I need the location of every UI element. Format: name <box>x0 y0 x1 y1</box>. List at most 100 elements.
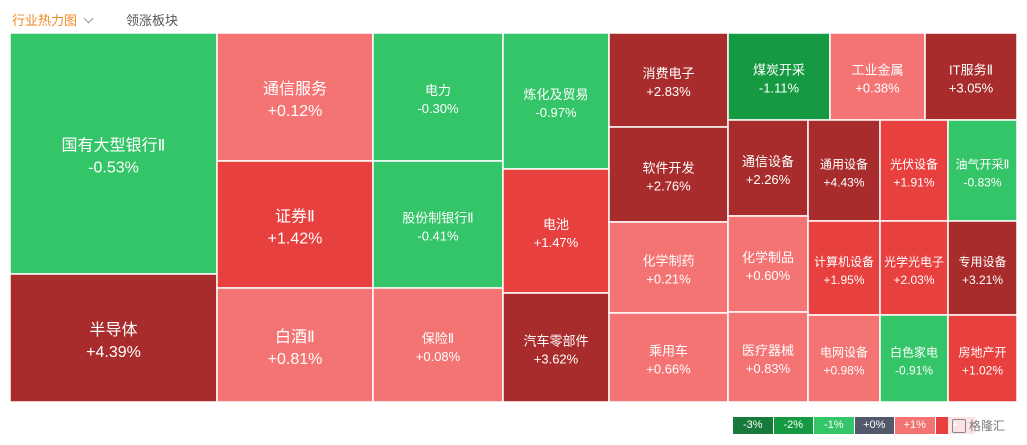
treemap-cell-rect[interactable] <box>807 119 881 222</box>
cell-change-label: +4.43% <box>823 176 864 190</box>
cell-change-label: +1.47% <box>534 235 579 250</box>
treemap-cell-rect[interactable] <box>502 292 610 403</box>
cell-name-label: 白酒Ⅱ <box>275 328 315 346</box>
cell-change-label: +1.95% <box>823 273 864 287</box>
treemap-cell-rect[interactable] <box>608 32 729 128</box>
cell-name-label: 国有大型银行Ⅱ <box>62 137 166 155</box>
cell-change-label: +2.76% <box>646 179 691 194</box>
treemap-cell-rect[interactable] <box>807 314 881 403</box>
treemap-cell-rect[interactable] <box>924 32 1018 121</box>
treemap-cell[interactable]: 股份制银行Ⅱ -0.41% <box>372 160 504 289</box>
watermark-text: 格隆汇 <box>969 419 1006 433</box>
treemap-cell[interactable]: 证券Ⅱ +1.42% <box>216 160 374 289</box>
treemap-cell[interactable]: 半导体 +4.39% <box>9 273 218 403</box>
treemap-cell[interactable]: 消费电子 +2.83% <box>608 32 729 128</box>
treemap-cell-rect[interactable] <box>807 220 881 316</box>
treemap-cell[interactable]: 乘用车 +0.66% <box>608 312 729 403</box>
treemap-cell[interactable]: 化学制药 +0.21% <box>608 221 729 314</box>
cell-name-label: 电网设备 <box>820 346 868 360</box>
treemap-cell[interactable]: 软件开发 +2.76% <box>608 126 729 223</box>
cell-change-label: +0.81% <box>268 351 323 368</box>
cell-change-label: -0.41% <box>417 229 459 244</box>
treemap-cell-rect[interactable] <box>9 32 218 275</box>
treemap-cell[interactable]: 煤炭开采 -1.11% <box>727 32 831 121</box>
legend-item: -3% <box>733 417 773 434</box>
cell-change-label: +3.05% <box>949 81 994 96</box>
treemap-cell[interactable]: 油气开采Ⅱ -0.83% <box>947 119 1018 222</box>
treemap-cell-rect[interactable] <box>502 32 610 170</box>
cell-change-label: -0.30% <box>417 101 459 116</box>
cell-change-label: +1.02% <box>962 364 1003 378</box>
treemap-cell[interactable]: 通用设备 +4.43% <box>807 119 881 222</box>
treemap-cell[interactable]: 炼化及贸易 -0.97% <box>502 32 610 170</box>
treemap-cell[interactable]: 电网设备 +0.98% <box>807 314 881 403</box>
treemap-cell[interactable]: 电池 +1.47% <box>502 168 610 294</box>
treemap-cell[interactable]: 医疗器械 +0.83% <box>727 311 809 403</box>
legend-item: +1% <box>895 417 935 434</box>
treemap-cell[interactable]: 白色家电 -0.91% <box>879 314 949 403</box>
color-legend: -3%-2%-1%+0%+1%+ <box>733 417 976 434</box>
treemap-cell-rect[interactable] <box>879 314 949 403</box>
tab-leading-sectors[interactable]: 领涨板块 <box>126 10 178 29</box>
treemap-cell-rect[interactable] <box>216 160 374 289</box>
cell-change-label: +4.39% <box>86 344 141 361</box>
watermark: 格隆汇 <box>948 417 1010 434</box>
treemap-cell[interactable]: 化学制品 +0.60% <box>727 215 809 313</box>
treemap-cell-rect[interactable] <box>372 32 504 162</box>
treemap-cell-rect[interactable] <box>216 287 374 403</box>
treemap-cell-rect[interactable] <box>947 314 1018 403</box>
cell-change-label: +0.21% <box>646 272 691 287</box>
treemap-cell[interactable]: 通信服务 +0.12% <box>216 32 374 162</box>
cell-name-label: 光伏设备 <box>890 158 938 172</box>
treemap-cell-rect[interactable] <box>727 119 809 217</box>
treemap-cell-rect[interactable] <box>947 119 1018 222</box>
cell-change-label: -0.53% <box>88 160 139 177</box>
cell-name-label: 煤炭开采 <box>753 63 805 78</box>
cell-name-label: 炼化及贸易 <box>523 87 588 102</box>
treemap-cell-rect[interactable] <box>608 126 729 223</box>
cell-name-label: 油气开采Ⅱ <box>956 157 1010 172</box>
treemap-cell-rect[interactable] <box>947 220 1018 316</box>
treemap-cell[interactable]: 汽车零部件 +3.62% <box>502 292 610 403</box>
treemap-cell[interactable]: 白酒Ⅱ +0.81% <box>216 287 374 403</box>
treemap-cell[interactable]: IT服务Ⅱ +3.05% <box>924 32 1018 121</box>
cell-change-label: +3.21% <box>962 273 1003 287</box>
treemap-cell-rect[interactable] <box>608 221 729 314</box>
cell-name-label: 房地产开 <box>958 345 1006 360</box>
cell-change-label: -0.83% <box>963 176 1001 190</box>
treemap-cell-rect[interactable] <box>608 312 729 403</box>
cell-name-label: 医疗器械 <box>742 343 794 358</box>
treemap-cell[interactable]: 保险Ⅱ +0.08% <box>372 287 504 403</box>
cell-change-label: +0.83% <box>746 361 791 376</box>
treemap-cell[interactable]: 电力 -0.30% <box>372 32 504 162</box>
treemap-cell[interactable]: 专用设备 +3.21% <box>947 220 1018 316</box>
cell-change-label: +2.26% <box>746 172 791 187</box>
legend-item: -1% <box>814 417 854 434</box>
cell-name-label: 电力 <box>425 83 451 98</box>
watermark-logo-icon <box>952 418 966 433</box>
treemap-cell-rect[interactable] <box>372 287 504 403</box>
cell-change-label: +2.03% <box>893 273 934 287</box>
treemap-cell[interactable]: 计算机设备 +1.95% <box>807 220 881 316</box>
cell-name-label: 光学光电子 <box>884 254 944 269</box>
treemap-cell[interactable]: 通信设备 +2.26% <box>727 119 809 217</box>
cell-change-label: +0.38% <box>855 81 900 96</box>
legend-item: +0% <box>854 417 894 434</box>
cell-change-label: +0.60% <box>746 268 791 283</box>
cell-name-label: 证券Ⅱ <box>275 208 315 226</box>
tab-industry-heatmap[interactable]: 行业热力图 <box>12 10 94 29</box>
cell-name-label: 乘用车 <box>649 344 688 359</box>
treemap-cell-rect[interactable] <box>216 32 374 162</box>
treemap-cell[interactable]: 光学光电子 +2.03% <box>879 220 949 316</box>
treemap-cell[interactable]: 国有大型银行Ⅱ -0.53% <box>9 32 218 275</box>
cell-name-label: 通用设备 <box>820 158 868 172</box>
cell-change-label: +0.08% <box>416 349 461 364</box>
tab-industry-heatmap-label: 行业热力图 <box>12 13 78 28</box>
treemap-cell[interactable]: 光伏设备 +1.91% <box>879 119 949 222</box>
cell-name-label: 股份制银行Ⅱ <box>402 211 473 226</box>
cell-name-label: IT服务Ⅱ <box>949 63 993 78</box>
treemap-cell[interactable]: 房地产开 +1.02% <box>947 314 1018 403</box>
tab-bar: 行业热力图 领涨板块 <box>0 0 1027 32</box>
treemap-cell[interactable]: 工业金属 +0.38% <box>829 32 926 121</box>
cell-name-label: 通信服务 <box>263 80 327 98</box>
